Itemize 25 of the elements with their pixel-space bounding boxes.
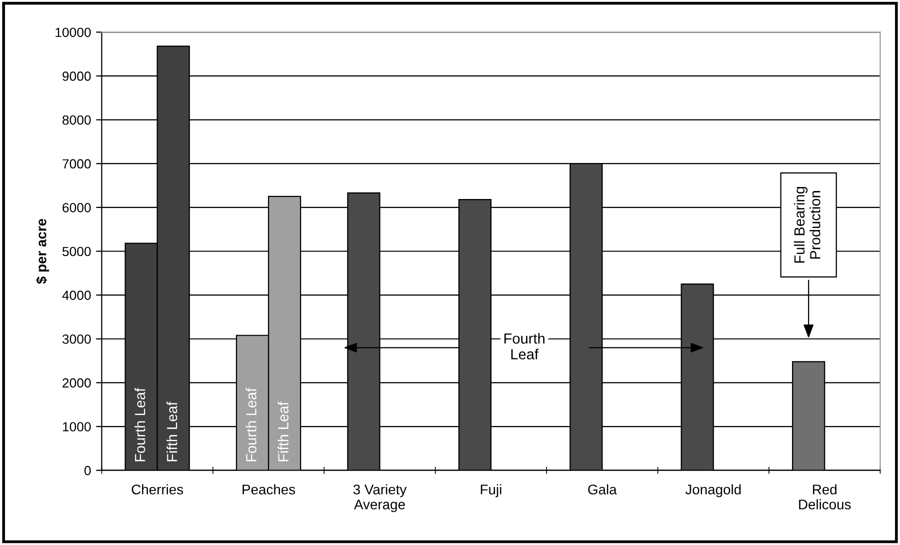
y-tick-label: 8000 [62, 115, 91, 125]
x-tick-label: Red Delicous [799, 484, 851, 510]
x-tick-label: Cherries [132, 484, 184, 494]
y-tick-label: 0 [84, 466, 91, 476]
annotation: Full Bearing Production [794, 186, 820, 263]
annotation: Fifth Leaf [278, 402, 288, 462]
annotation: Fourth Leaf [246, 388, 256, 462]
y-tick-label: 5000 [62, 246, 91, 256]
x-tick-label: Peaches [242, 484, 296, 494]
y-tick-label: 6000 [62, 202, 91, 212]
annotation: Fourth Leaf [504, 332, 544, 360]
annotation: Fourth Leaf [134, 388, 146, 462]
y-tick-label: 1000 [62, 422, 91, 432]
y-tick-label: 10000 [56, 28, 91, 38]
y-tick-label: 9000 [62, 72, 91, 81]
y-tick-label: 7000 [62, 159, 91, 169]
x-tick-label: Jonagold [685, 484, 741, 498]
x-tick-label: Gala [588, 484, 617, 494]
x-tick-label: Fuji [480, 484, 502, 498]
x-tick-label: 3 Variety Average [353, 484, 407, 512]
annotation: Fifth Leaf [166, 402, 178, 462]
y-tick-label: 3000 [62, 334, 91, 344]
y-tick-label: 2000 [62, 378, 91, 388]
y-tick-label: 4000 [62, 290, 91, 300]
y-axis-title: $ per acre [36, 218, 50, 284]
